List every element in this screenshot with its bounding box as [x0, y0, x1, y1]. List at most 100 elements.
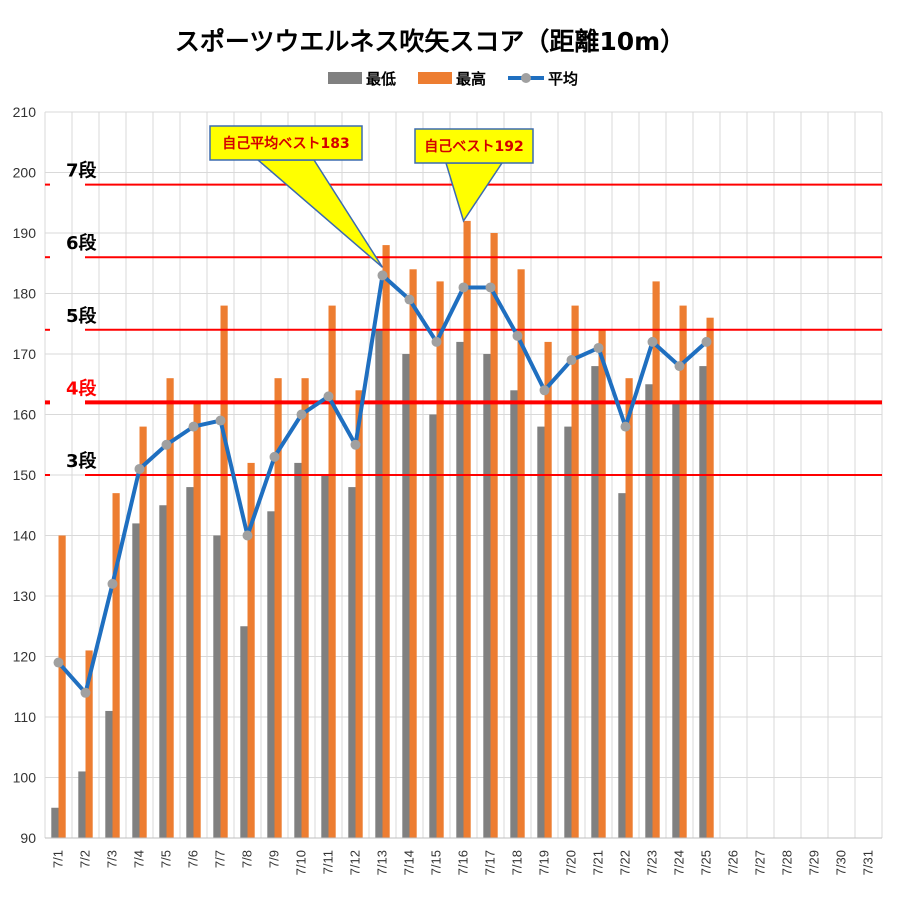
x-tick-label: 7/12	[348, 850, 363, 875]
bar-min	[240, 626, 248, 838]
y-tick-label: 210	[13, 104, 37, 120]
bar-max	[220, 305, 228, 839]
x-tick-label: 7/4	[132, 850, 147, 868]
bar-min	[564, 426, 572, 838]
bar-max	[112, 493, 120, 838]
bar-max	[571, 305, 579, 839]
bar-max	[436, 281, 444, 838]
bar-max	[355, 390, 363, 838]
bar-max	[301, 378, 309, 838]
x-tick-label: 7/3	[105, 850, 120, 868]
bar-max	[490, 233, 498, 838]
bar-max	[85, 650, 93, 838]
x-tick-label: 7/8	[240, 850, 255, 868]
average-point	[620, 421, 631, 432]
callout-box	[209, 125, 363, 161]
callout-layer: 自己平均ベスト183 自己ベスト192	[209, 125, 534, 268]
bar-min	[51, 807, 59, 838]
x-tick-label: 7/1	[51, 850, 66, 868]
average-point	[296, 409, 307, 420]
legend-label: 最低	[366, 70, 396, 88]
average-point	[215, 415, 226, 426]
legend-marker	[521, 73, 531, 83]
bar-min	[348, 487, 356, 838]
y-tick-label: 160	[13, 407, 37, 423]
y-tick-label: 90	[20, 830, 36, 846]
x-tick-label: 7/10	[294, 850, 309, 875]
average-point	[377, 270, 388, 281]
average-point	[431, 336, 442, 347]
average-point	[647, 336, 658, 347]
average-point	[323, 391, 334, 402]
x-tick-label: 7/31	[861, 850, 876, 875]
legend-swatch	[418, 72, 452, 84]
average-point	[161, 439, 172, 450]
average-point	[593, 342, 604, 353]
bar-min	[483, 354, 491, 838]
bar-min	[510, 390, 518, 838]
bar-min	[618, 493, 626, 838]
bar-min	[213, 535, 221, 838]
bar-min	[321, 475, 329, 838]
y-tick-label: 190	[13, 225, 37, 241]
y-tick-label: 150	[13, 467, 37, 483]
bar-max	[652, 281, 660, 838]
bar-max	[544, 341, 552, 838]
x-tick-label: 7/11	[321, 850, 336, 874]
bar-max	[409, 269, 417, 838]
bar-min	[132, 523, 140, 838]
callout-box	[414, 128, 534, 164]
legend: 最低 最高 平均	[328, 70, 578, 88]
bar-max	[679, 305, 687, 839]
average-point	[188, 421, 199, 432]
bar-min	[186, 487, 194, 838]
average-point	[404, 294, 415, 305]
y-tick-label: 100	[13, 770, 37, 786]
x-tick-label: 7/29	[807, 850, 822, 875]
x-tick-label: 7/15	[429, 850, 444, 875]
bars-layer	[51, 220, 714, 839]
x-tick-label: 7/22	[618, 850, 633, 875]
bar-max	[166, 378, 174, 838]
x-tick-label: 7/23	[645, 850, 660, 875]
legend-label: 最高	[456, 70, 486, 88]
average-point	[269, 451, 280, 462]
y-tick-label: 120	[13, 649, 37, 665]
average-point	[701, 336, 712, 347]
level-label: 6段	[66, 232, 98, 254]
average-point	[539, 385, 550, 396]
x-tick-label: 7/7	[213, 850, 228, 868]
average-point	[80, 687, 91, 698]
average-point	[350, 439, 361, 450]
bar-min	[159, 505, 167, 838]
bar-min	[537, 426, 545, 838]
x-tick-label: 7/13	[375, 850, 390, 875]
bar-max	[517, 269, 525, 838]
bar-min	[78, 771, 86, 838]
bar-min	[456, 341, 464, 838]
x-tick-label: 7/30	[834, 850, 849, 875]
axis-layer: 90 100 110 120 130 140 150 160 170 180 190 200 210 7/…	[13, 104, 882, 875]
x-tick-label: 7/19	[537, 850, 552, 875]
callout-text: 自己ベスト192	[424, 138, 524, 155]
x-tick-label: 7/16	[456, 850, 471, 875]
x-tick-label: 7/18	[510, 850, 525, 875]
average-point	[674, 361, 685, 372]
average-point	[458, 282, 469, 293]
level-label: 4段	[66, 377, 98, 399]
bar-min	[591, 366, 599, 838]
y-tick-label: 140	[13, 528, 37, 544]
level-label: 5段	[66, 305, 98, 327]
x-tick-label: 7/6	[186, 850, 201, 868]
average-point	[107, 578, 118, 589]
callout-pointer	[255, 159, 384, 268]
x-tick-label: 7/25	[699, 850, 714, 875]
bar-min	[105, 710, 113, 838]
callout-pointer	[444, 162, 504, 223]
average-line-layer	[53, 270, 712, 698]
level-label: 7段	[66, 160, 98, 182]
x-tick-label: 7/2	[78, 850, 93, 868]
x-tick-label: 7/20	[564, 850, 579, 875]
x-tick-label: 7/5	[159, 850, 174, 868]
